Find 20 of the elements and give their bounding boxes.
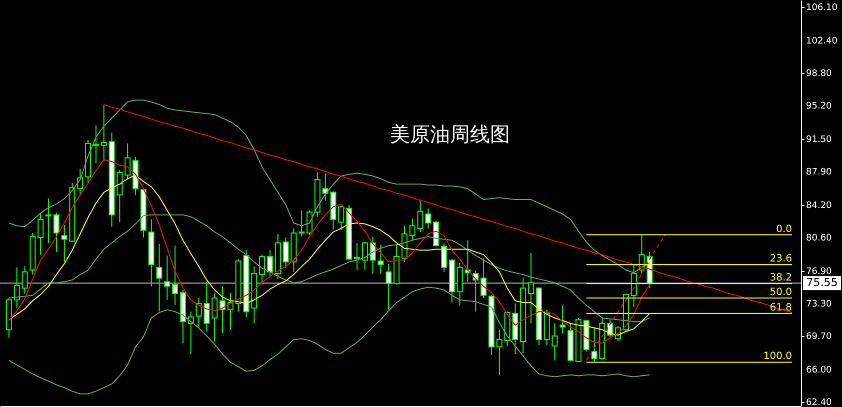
y-tick-label: 98.80 [806, 68, 832, 79]
y-tick-label: 84.20 [806, 200, 832, 211]
y-tick-label: 87.90 [806, 167, 832, 178]
y-tick-label: 80.60 [806, 233, 832, 244]
y-tick-label: 106.10 [806, 2, 838, 13]
text: 美原油周线图 [390, 122, 510, 146]
y-tick-label: 102.40 [806, 36, 838, 46]
series-label: 38.2 [770, 272, 792, 284]
series-label: 0.0 [776, 224, 792, 235]
y-tick-label: 95.20 [806, 102, 832, 112]
series-label: 100.0 [763, 351, 792, 362]
series-label: 23.6 [770, 254, 792, 265]
y-tick-label: 66.00 [806, 365, 832, 376]
y-tick-label: 69.70 [806, 332, 832, 342]
y-tick-label: 62.40 [806, 398, 832, 407]
series-label: 50.0 [770, 287, 792, 298]
ref-line-label: 75.55 [806, 276, 838, 290]
y-tick-label: 76.90 [806, 266, 832, 277]
y-tick-label: 73.30 [806, 299, 832, 310]
y-tick-label: 91.50 [806, 134, 832, 145]
